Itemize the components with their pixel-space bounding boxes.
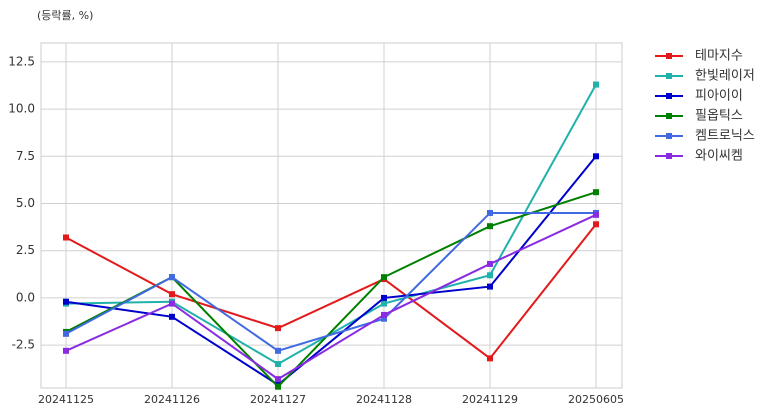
- y-tick-label: 5.0: [16, 196, 35, 210]
- point-marker: [593, 153, 599, 160]
- point-marker: [63, 330, 69, 337]
- point-marker: [381, 315, 387, 322]
- point-marker: [275, 347, 281, 354]
- series-line: [65, 191, 597, 389]
- point-marker: [593, 211, 599, 218]
- point-marker: [487, 272, 493, 279]
- series-line: [65, 84, 597, 366]
- point-marker: [487, 223, 493, 230]
- point-marker: [63, 234, 69, 241]
- point-marker: [487, 260, 493, 267]
- point-marker: [275, 376, 281, 383]
- legend-label: 피아이이: [695, 89, 743, 104]
- point-marker: [487, 283, 493, 290]
- point-marker: [381, 311, 387, 318]
- point-marker: [169, 313, 175, 320]
- point-marker: [381, 294, 387, 301]
- y-tick-label: 7.5: [16, 149, 35, 163]
- legend-marker: [666, 133, 672, 139]
- x-tick-label: 20241126: [144, 393, 200, 406]
- series-line: [65, 211, 596, 352]
- y-tick-label: 10.0: [8, 102, 35, 116]
- point-marker: [593, 81, 599, 88]
- x-tick-label: 20241128: [356, 393, 412, 406]
- legend-marker: [666, 53, 672, 59]
- legend-marker: [666, 113, 672, 119]
- legend-label: 테마지수: [695, 49, 743, 64]
- y-tick-label: 2.5: [16, 243, 35, 257]
- point-marker: [275, 361, 281, 368]
- x-tick-label: 20250605: [568, 393, 624, 406]
- legend-label: 한빛레이저: [695, 69, 755, 84]
- y-tick-label: -2.5: [12, 338, 35, 352]
- point-marker: [63, 298, 69, 305]
- y-tick-label: 12.5: [8, 54, 35, 68]
- legend-marker: [666, 73, 672, 79]
- point-marker: [381, 274, 387, 281]
- plot-frame: [40, 42, 623, 389]
- y-tick-label: 0.0: [16, 290, 35, 304]
- annotation: (등락률, %): [37, 9, 93, 22]
- point-marker: [169, 274, 175, 281]
- x-tick-label: 20241127: [250, 393, 306, 406]
- point-marker: [63, 347, 69, 354]
- x-tick-label: 20241125: [38, 393, 94, 406]
- point-marker: [593, 189, 599, 196]
- point-marker: [487, 355, 493, 362]
- legend-label: 켐트로닉스: [695, 129, 755, 144]
- point-marker: [593, 221, 599, 228]
- legend-label: 와이씨켐: [695, 149, 743, 164]
- point-marker: [275, 383, 281, 390]
- point-marker: [381, 300, 387, 307]
- series-line: [65, 213, 597, 381]
- point-marker: [487, 209, 493, 216]
- legend-label: 필옵틱스: [695, 109, 743, 124]
- series-line: [65, 155, 597, 387]
- legend-marker: [666, 93, 672, 99]
- point-marker: [275, 325, 281, 332]
- x-tick-label: 20241129: [462, 393, 518, 406]
- point-marker: [169, 300, 175, 307]
- legend-marker: [666, 153, 672, 159]
- point-marker: [169, 291, 175, 298]
- series-line: [65, 223, 597, 360]
